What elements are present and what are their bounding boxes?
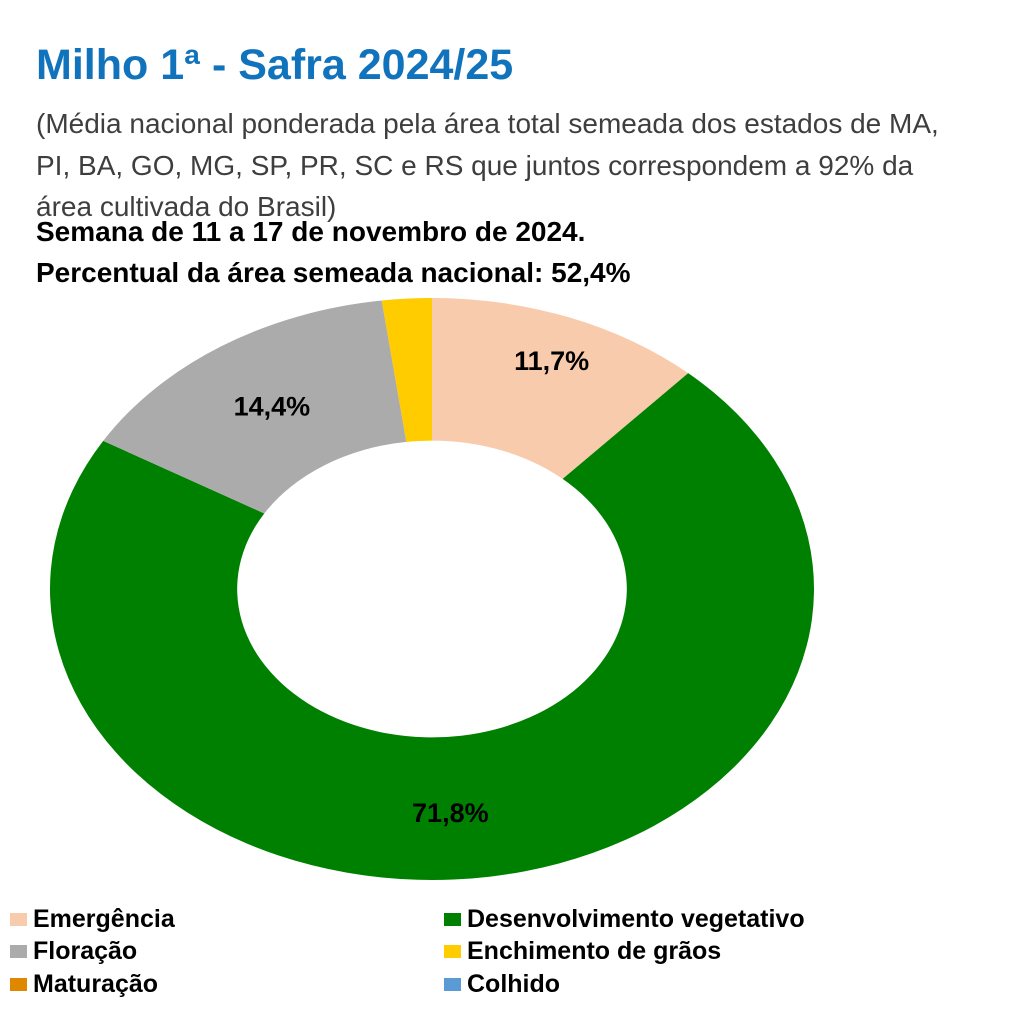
chart-subtitle-line: área cultivada do Brasil) — [36, 191, 337, 222]
slice-label-0: 11,7% — [514, 346, 589, 376]
legend-label: Floração — [33, 937, 138, 965]
legend-swatch-icon — [10, 945, 27, 958]
slice-label-2: 14,4% — [234, 392, 311, 422]
chart-subtitle: (Média nacional ponderada pela área tota… — [36, 103, 1021, 228]
legend-swatch-icon — [444, 912, 461, 926]
legend-item: Emergência — [10, 904, 175, 933]
slice-label-1: 71,8% — [412, 798, 489, 828]
sown-percentage-label: Percentual da área semeada nacional: 52,… — [36, 257, 631, 288]
donut-slice-2 — [103, 300, 407, 514]
page-title: Milho 1ª - Safra 2024/25 — [36, 40, 514, 89]
legend-item: Floração — [10, 937, 138, 965]
legend-label: Maturação — [33, 969, 159, 998]
legend-item: Desenvolvimento vegetativo — [444, 904, 805, 933]
legend-item: Maturação — [10, 969, 159, 998]
week-range-label: Semana de 11 a 17 de novembro de 2024. — [36, 216, 586, 247]
legend-label: Desenvolvimento vegetativo — [467, 904, 805, 933]
donut-slice-3 — [381, 298, 432, 442]
legend-swatch-icon — [444, 977, 461, 991]
legend-label: Emergência — [33, 904, 175, 933]
legend-swatch-icon — [10, 977, 27, 991]
legend-label: Colhido — [467, 969, 561, 998]
chart-subtitle-line: PI, BA, GO, MG, SP, PR, SC e RS que junt… — [36, 149, 914, 181]
legend-label: Enchimento de grãos — [467, 937, 722, 965]
donut-slice-0 — [432, 298, 689, 479]
donut-slice-1 — [50, 373, 815, 880]
legend-item: Colhido — [444, 969, 561, 998]
legend-swatch-icon — [444, 945, 461, 958]
chart-subtitle-line: (Média nacional ponderada pela área tota… — [36, 108, 939, 139]
legend-swatch-icon — [10, 912, 27, 926]
legend-item: Enchimento de grãos — [444, 937, 722, 965]
